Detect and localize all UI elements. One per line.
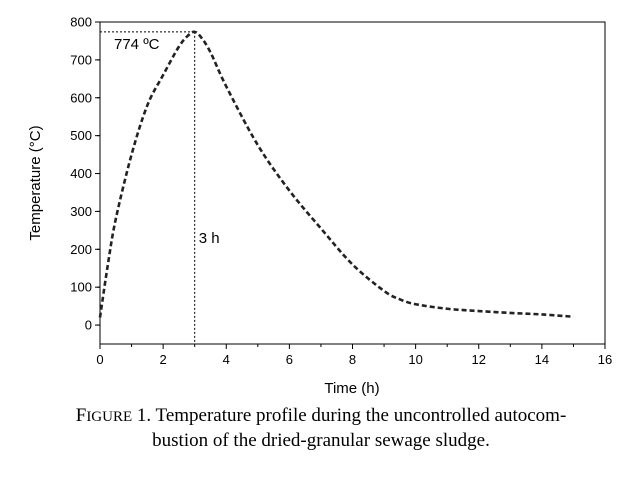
caption-text-1: Temperature profile during the uncontrol… [151,405,567,426]
y-tick-label: 0 [85,318,92,333]
x-tick-label: 2 [160,352,167,367]
figure-caption: FIGURE 1. Temperature profile during the… [0,404,642,453]
x-tick-label: 12 [472,352,486,367]
caption-line-2: bustion of the dried-granular sewage slu… [152,430,490,451]
y-tick-label: 300 [70,204,92,219]
series-group [98,30,574,319]
y-axis-ticks: 0 100 200 300 400 500 600 700 800 [70,15,100,333]
peak-guides [100,31,196,344]
x-tick-label: 8 [349,352,356,367]
temperature-series-line [98,30,574,319]
plot-area [99,21,606,345]
x-tick-label: 16 [598,352,612,367]
y-tick-label: 100 [70,280,92,295]
y-tick-label: 700 [70,52,92,67]
x-tick-label: 0 [96,352,103,367]
y-tick-label: 800 [70,15,92,30]
x-tick-label: 14 [535,352,549,367]
y-tick-label: 600 [70,90,92,105]
annotations: 774 ºC 3 h [114,36,220,247]
peak-temperature-label: 774 ºC [114,36,160,53]
plot-frame [99,21,606,345]
y-tick-label: 200 [70,242,92,257]
x-tick-label: 10 [408,352,422,367]
y-tick-label: 400 [70,166,92,181]
caption-line-1: FIGURE 1. Temperature profile during the… [0,404,642,429]
x-axis-ticks: 0 2 4 6 8 10 12 14 16 [96,344,612,367]
x-tick-label: 4 [223,352,230,367]
caption-number: 1. [132,405,152,426]
temperature-chart: 0 2 4 6 8 10 12 14 16 0100200300400500600700800 … [27,15,612,398]
y-axis-label: Temperature (°C) [27,125,44,240]
x-axis-label: Time (h) [324,380,379,397]
caption-label-initial: F [75,405,87,426]
x-tick-label: 6 [286,352,293,367]
peak-time-label: 3 h [199,230,220,247]
y-tick-label: 500 [70,128,92,143]
caption-label-rest: IGURE [86,409,133,425]
